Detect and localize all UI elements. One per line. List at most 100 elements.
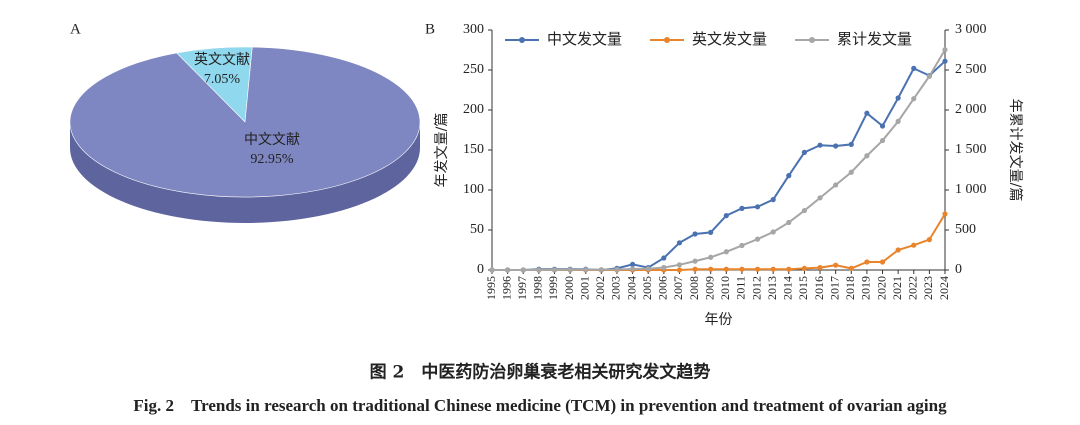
data-point xyxy=(645,266,651,272)
slice-value-label: 92.95% xyxy=(250,152,294,167)
y2-axis-title: 年累计发文量/篇 xyxy=(1007,99,1023,202)
data-point xyxy=(723,249,729,255)
data-point xyxy=(786,219,792,226)
x-tick-label: 1998 xyxy=(531,276,545,300)
x-tick-label: 2016 xyxy=(812,276,826,300)
data-point xyxy=(723,213,729,219)
slice-label: 中文文献 xyxy=(244,132,300,148)
data-point xyxy=(754,236,761,242)
series-line xyxy=(492,213,946,271)
data-point xyxy=(505,267,511,273)
data-point xyxy=(598,267,604,273)
data-point xyxy=(879,259,886,265)
data-point xyxy=(489,267,495,273)
x-tick-label: 2014 xyxy=(781,276,795,300)
x-tick-label: 2022 xyxy=(906,276,920,300)
x-tick-label: 2003 xyxy=(609,276,623,300)
x-tick-label: 2021 xyxy=(890,276,904,300)
data-point xyxy=(692,231,698,237)
data-point xyxy=(708,254,714,260)
data-point xyxy=(911,242,917,248)
data-point xyxy=(942,211,948,217)
slice-label: 英文文献 xyxy=(194,51,250,68)
data-point xyxy=(911,65,917,71)
data-point xyxy=(926,73,932,79)
data-point xyxy=(770,229,776,235)
data-point xyxy=(536,267,542,273)
data-point xyxy=(879,137,886,144)
data-point xyxy=(848,265,854,271)
data-point xyxy=(786,266,792,272)
x-tick-label: 2005 xyxy=(640,276,654,300)
series-line xyxy=(492,49,946,271)
x-tick-label: 2017 xyxy=(827,276,841,300)
data-point xyxy=(801,265,808,271)
y2-tick-label: 500 xyxy=(955,222,976,237)
legend-label: 中文发文量 xyxy=(547,30,622,48)
data-point xyxy=(676,240,683,246)
x-tick-label: 2002 xyxy=(593,276,607,300)
data-point xyxy=(942,47,948,53)
y-tick-label: 0 xyxy=(477,262,484,277)
data-point xyxy=(754,204,761,210)
x-tick-label: 2004 xyxy=(624,276,638,300)
data-point xyxy=(848,169,854,175)
y-axis-title: 年发文量/篇 xyxy=(434,113,450,188)
data-point xyxy=(739,242,745,249)
x-tick-label: 2010 xyxy=(718,276,732,300)
data-point xyxy=(567,267,573,273)
data-point xyxy=(676,267,683,273)
y-tick-label: 50 xyxy=(470,222,484,237)
data-point xyxy=(739,205,745,211)
x-tick-label: 2007 xyxy=(671,276,685,300)
y-tick-label: 100 xyxy=(463,182,484,197)
legend-marker xyxy=(519,37,525,43)
data-point xyxy=(629,266,636,272)
x-tick-label: 2020 xyxy=(874,276,888,300)
data-point xyxy=(895,247,901,253)
pie-slice xyxy=(69,46,421,198)
legend-marker xyxy=(809,37,815,43)
y2-tick-label: 0 xyxy=(955,262,962,277)
x-tick-label: 1996 xyxy=(499,276,513,300)
x-tick-label: 2006 xyxy=(656,276,670,300)
data-point xyxy=(833,182,839,188)
panel-label: A xyxy=(70,21,81,37)
legend-marker xyxy=(664,37,670,43)
data-point xyxy=(692,266,698,272)
data-point xyxy=(786,173,792,179)
data-point xyxy=(614,266,620,273)
y2-tick-label: 2 500 xyxy=(955,62,987,77)
series-line xyxy=(492,60,946,272)
data-point xyxy=(629,261,636,267)
legend-label: 英文发文量 xyxy=(692,30,767,48)
data-point xyxy=(754,266,761,272)
x-tick-label: 2023 xyxy=(921,276,935,300)
data-point xyxy=(895,95,901,101)
data-point xyxy=(817,265,823,271)
data-point xyxy=(583,267,589,273)
y-tick-label: 250 xyxy=(463,62,484,77)
x-tick-label: 2000 xyxy=(562,276,576,300)
pie-side xyxy=(70,122,420,223)
x-tick-label: 1999 xyxy=(546,276,560,300)
data-point xyxy=(817,142,823,148)
y2-tick-label: 3 000 xyxy=(955,22,987,37)
data-point xyxy=(864,110,870,116)
x-tick-label: 2008 xyxy=(687,276,701,300)
data-point xyxy=(864,259,870,265)
data-point xyxy=(833,143,839,149)
data-point xyxy=(926,237,932,243)
data-point xyxy=(833,262,839,268)
x-tick-label: 2018 xyxy=(843,276,857,300)
y2-tick-label: 2 000 xyxy=(955,102,987,117)
data-point xyxy=(801,149,808,155)
x-tick-label: 2012 xyxy=(749,276,763,300)
x-tick-label: 1995 xyxy=(484,276,498,300)
data-point xyxy=(661,255,667,261)
caption-cn: 图 2 中医药防治卵巢衰老相关研究发文趋势 xyxy=(370,362,711,383)
data-point xyxy=(551,267,558,273)
x-tick-label: 2013 xyxy=(765,276,779,300)
data-point xyxy=(942,58,948,64)
